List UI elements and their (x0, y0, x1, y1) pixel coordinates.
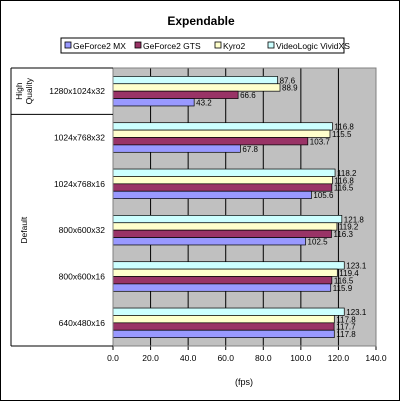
bar (112, 168, 336, 177)
bar-value-label: 115.9 (333, 284, 353, 293)
bar (112, 329, 335, 338)
bar (112, 222, 338, 231)
bar-value-label: 87.6 (280, 76, 296, 85)
bar (112, 322, 335, 331)
bar (112, 307, 345, 316)
x-tick-label: 100.0 (290, 353, 312, 363)
bar (112, 215, 343, 224)
bar-value-label: 116.8 (334, 123, 354, 132)
bar (112, 76, 278, 85)
bar (112, 237, 306, 246)
legend-swatch (267, 41, 275, 49)
legend-swatch (214, 41, 222, 49)
bar (112, 83, 281, 92)
group-label: Default (19, 216, 29, 244)
bar (112, 90, 239, 99)
bar-value-label: 123.1 (346, 308, 367, 317)
bar-value-label: 119.2 (339, 223, 359, 232)
bar-value-label: 67.8 (242, 145, 258, 154)
bar-value-label: 119.4 (339, 269, 359, 278)
category-groups: High Quality Default (10, 67, 113, 347)
category-label: 640x480x16 (59, 318, 106, 328)
x-tick-label: 120.0 (328, 353, 350, 363)
x-tick-label: 60.0 (217, 353, 234, 363)
plot-border (112, 67, 377, 347)
bar (112, 183, 333, 192)
bar-value-label: 43.2 (196, 98, 212, 107)
bar-value-label: 121.8 (344, 215, 365, 224)
bar-value-label: 88.9 (282, 84, 298, 93)
bar-value-label: 123.1 (346, 262, 367, 271)
legend: GeForce2 MX GeForce2 GTS Kyro2 VideoLogic V… (60, 37, 350, 54)
bar-value-label: 115.5 (332, 130, 352, 139)
group-label: Quality (24, 77, 34, 104)
x-axis-label: (fps) (235, 377, 253, 387)
chart-title: Expendable (167, 14, 235, 28)
legend-swatch (134, 41, 142, 49)
bar-value-label: 117.7 (336, 323, 356, 332)
bar (112, 144, 241, 153)
x-tick-label: 20.0 (142, 353, 159, 363)
bar-value-label: 116.3 (333, 230, 353, 239)
bar (112, 122, 333, 131)
bar-value-label: 116.5 (334, 276, 354, 285)
bar (112, 190, 312, 199)
group-label: High (14, 82, 24, 100)
legend-swatch (64, 41, 72, 49)
legend-label: Kyro2 (223, 41, 245, 51)
bar (112, 268, 338, 277)
bar (112, 276, 333, 285)
bar (112, 229, 332, 238)
x-tick-label: 0.0 (107, 353, 119, 363)
bar-value-label: 117.8 (336, 330, 356, 339)
category-label: 800x600x16 (59, 272, 106, 282)
bar (112, 283, 332, 292)
bar-value-label: 117.8 (336, 315, 356, 324)
bar-value-label: 105.6 (313, 191, 334, 200)
category-label: 1280x1024x32 (49, 86, 105, 96)
bar-value-label: 103.7 (310, 137, 331, 146)
bar (112, 176, 333, 185)
plot-area: 0.0 20.0 40.0 60.0 80.0 100.0 120.0 140.0 1280x1… (49, 67, 387, 363)
x-tick-label: 40.0 (180, 353, 197, 363)
bar (112, 315, 335, 324)
bar (112, 261, 345, 270)
bar (112, 137, 309, 146)
bar-value-label: 66.6 (240, 91, 256, 100)
legend-label: GeForce2 MX (73, 41, 126, 51)
bar-value-label: 116.8 (334, 176, 354, 185)
bar (112, 129, 331, 138)
legend-label: GeForce2 GTS (143, 41, 201, 51)
legend-label: VideoLogic VividXS (276, 41, 350, 51)
bar-value-label: 118.2 (337, 169, 357, 178)
bar-value-label: 102.5 (308, 237, 329, 246)
category-label: 800x600x32 (59, 225, 106, 235)
bar (112, 98, 195, 107)
category-label: 1024x768x16 (54, 179, 105, 189)
x-tick-label: 80.0 (255, 353, 272, 363)
category-label: 1024x768x32 (54, 133, 105, 143)
x-tick-label: 140.0 (365, 353, 387, 363)
plot-background (113, 68, 376, 346)
bar-value-label: 116.5 (334, 184, 354, 193)
